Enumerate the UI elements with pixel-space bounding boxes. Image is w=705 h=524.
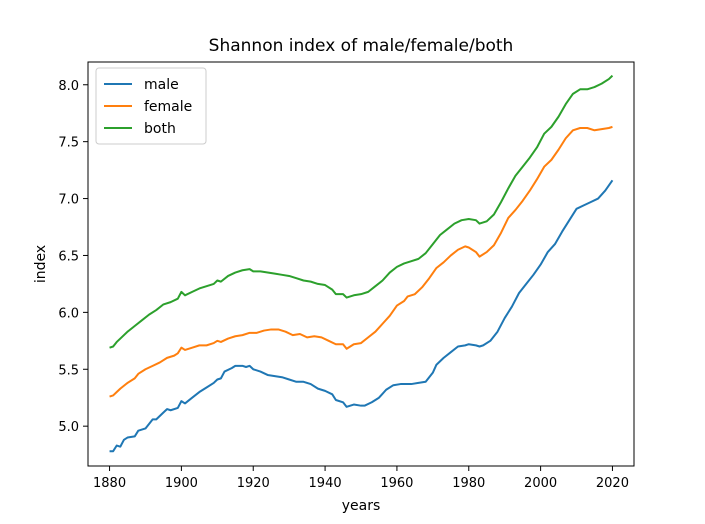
y-tick-label: 5.5: [58, 363, 79, 378]
series-line-both: [109, 74, 614, 349]
x-tick-label: 2000: [524, 476, 557, 491]
legend-label-female: female: [144, 99, 192, 115]
legend: male female both: [95, 67, 207, 145]
y-tick-label: 7.5: [58, 136, 79, 151]
y-tick-label: 6.5: [58, 249, 79, 264]
legend-label-male: male: [144, 77, 179, 93]
legend-label-both: both: [144, 121, 176, 137]
x-tick-label: 1960: [380, 476, 413, 491]
x-tick-label: 1980: [452, 476, 485, 491]
x-tick-label: 1920: [237, 476, 270, 491]
series-line-female: [109, 125, 613, 398]
x-tick-label: 1880: [93, 476, 126, 491]
plot-lines: [109, 74, 614, 453]
series-line-male: [109, 179, 614, 453]
x-tick-label: 1940: [309, 476, 342, 491]
x-tick-label: 1900: [165, 476, 198, 491]
x-tick-label: 2020: [596, 476, 629, 491]
plot-frame: [87, 61, 635, 467]
y-tick-label: 5.0: [58, 420, 79, 435]
chart-title: Shannon index of male/female/both: [209, 36, 514, 56]
x-axis: 1880 1900 1920 1940 1960 1980 2000 2020: [93, 466, 629, 491]
x-axis-label: years: [342, 498, 381, 514]
y-axis-label: index: [33, 245, 49, 283]
y-tick-label: 8.0: [58, 79, 79, 94]
legend-box: [95, 67, 207, 145]
y-tick-label: 6.0: [58, 306, 79, 321]
y-axis: 5.0 5.5 6.0 6.5 7.0 7.5 8.0: [58, 79, 88, 435]
y-tick-label: 7.0: [58, 193, 79, 208]
